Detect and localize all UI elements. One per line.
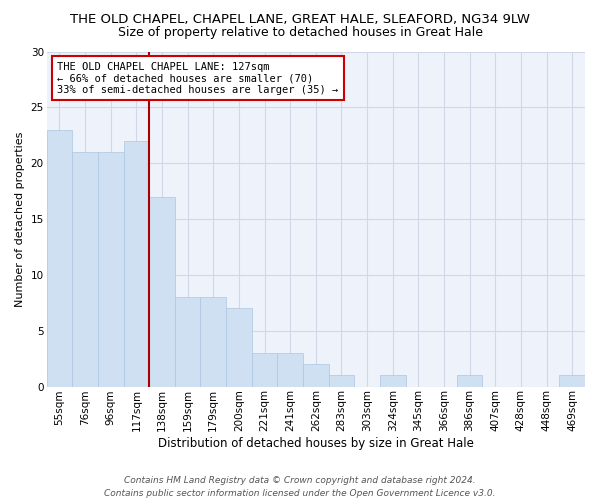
Bar [303,364,329,386]
Text: Contains HM Land Registry data © Crown copyright and database right 2024.
Contai: Contains HM Land Registry data © Crown c… [104,476,496,498]
Bar [559,376,585,386]
X-axis label: Distribution of detached houses by size in Great Hale: Distribution of detached houses by size … [158,437,474,450]
Text: Size of property relative to detached houses in Great Hale: Size of property relative to detached ho… [118,26,482,39]
Bar [457,376,482,386]
Bar [72,152,98,386]
Bar [200,297,226,386]
Bar [226,308,251,386]
Text: THE OLD CHAPEL, CHAPEL LANE, GREAT HALE, SLEAFORD, NG34 9LW: THE OLD CHAPEL, CHAPEL LANE, GREAT HALE,… [70,12,530,26]
Bar [380,376,406,386]
Bar [277,353,303,386]
Bar [47,130,72,386]
Bar [124,141,149,386]
Y-axis label: Number of detached properties: Number of detached properties [15,132,25,306]
Bar [329,376,354,386]
Bar [175,297,200,386]
Bar [98,152,124,386]
Text: THE OLD CHAPEL CHAPEL LANE: 127sqm
← 66% of detached houses are smaller (70)
33%: THE OLD CHAPEL CHAPEL LANE: 127sqm ← 66%… [58,62,338,95]
Bar [251,353,277,386]
Bar [149,196,175,386]
